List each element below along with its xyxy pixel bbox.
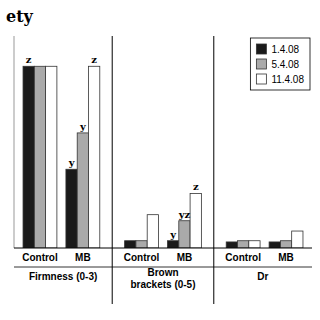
annotation: y <box>68 157 76 168</box>
chart-container: etyzyyzyyzzControlMBControlMBControlMBFi… <box>0 0 320 320</box>
group-label: Dr <box>257 271 268 282</box>
group-label: Firmness (0-3) <box>29 271 97 282</box>
x-axis-line <box>14 248 312 249</box>
bar <box>23 66 34 248</box>
bar <box>125 241 136 248</box>
x-tick-label: MB <box>177 252 193 263</box>
group-label: Brownbrackets (0-5) <box>130 267 195 290</box>
legend: 1.4.08 5.4.08 11.4.08 <box>250 38 310 90</box>
annotation: y <box>79 121 87 132</box>
bar <box>34 66 45 248</box>
annotation: y <box>169 229 177 240</box>
bar <box>226 242 237 248</box>
bar <box>168 241 179 248</box>
group-divider <box>112 36 113 304</box>
bar <box>292 231 303 248</box>
legend-label: 11.4.08 <box>271 74 304 85</box>
x-tick-label: Control <box>124 252 160 263</box>
bar <box>280 241 291 248</box>
bar <box>249 241 260 248</box>
x-tick-label: Control <box>225 252 261 263</box>
bar <box>269 242 280 248</box>
chart-svg: etyzyyzyyzzControlMBControlMBControlMBFi… <box>0 0 320 320</box>
bar <box>179 221 190 248</box>
annotation: z <box>91 54 97 65</box>
bar <box>77 133 88 248</box>
bars <box>23 66 303 248</box>
annotation: z <box>193 181 199 192</box>
x-tick-label: Control <box>22 252 58 263</box>
x-tick-label: MB <box>278 252 294 263</box>
bar <box>238 241 249 248</box>
annotation: z <box>26 54 32 65</box>
bar <box>89 66 100 248</box>
annotation: yz <box>178 209 191 220</box>
legend-label: 1.4.08 <box>271 44 299 55</box>
legend-swatch <box>256 59 266 69</box>
legend-swatch <box>256 44 266 54</box>
legend-frame <box>250 38 310 90</box>
bar <box>190 193 201 248</box>
bar <box>46 66 57 248</box>
bar <box>136 241 147 248</box>
legend-label: 5.4.08 <box>271 59 299 70</box>
chart-title: ety <box>6 7 34 26</box>
group-label-line: brackets (0-5) <box>130 279 195 290</box>
x-tick-label: MB <box>75 252 91 263</box>
y-axis-line <box>14 36 15 248</box>
bar <box>147 215 158 248</box>
bar <box>66 169 77 248</box>
legend-swatch <box>256 74 266 84</box>
group-divider <box>213 36 214 304</box>
group-label-line: Brown <box>147 267 178 278</box>
